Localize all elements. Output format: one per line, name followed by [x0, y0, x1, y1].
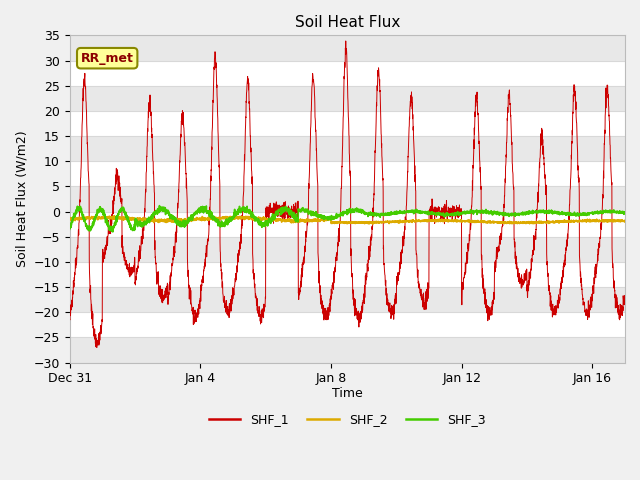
SHF_2 — [111, 213, 118, 218]
Bar — [70, 337, 625, 362]
SHF_2 — [303, 219, 310, 225]
X-axis label: Time: Time — [332, 387, 363, 400]
Bar — [70, 186, 625, 212]
SHF_1 — [66, 316, 74, 322]
SHF_1 — [129, 267, 137, 273]
SHF_2 — [621, 219, 629, 225]
SHF_1 — [93, 345, 100, 350]
SHF_3 — [109, 229, 116, 235]
Legend: SHF_1, SHF_2, SHF_3: SHF_1, SHF_2, SHF_3 — [204, 408, 491, 431]
SHF_1 — [342, 38, 349, 44]
SHF_2 — [66, 217, 74, 223]
SHF_1 — [551, 303, 559, 309]
SHF_3 — [66, 227, 74, 232]
SHF_1 — [611, 283, 618, 289]
Bar — [70, 136, 625, 161]
Bar — [70, 237, 625, 262]
Bar — [70, 287, 625, 312]
SHF_3 — [551, 208, 559, 214]
Y-axis label: Soil Heat Flux (W/m2): Soil Heat Flux (W/m2) — [15, 131, 28, 267]
SHF_2 — [611, 218, 618, 224]
Line: SHF_3: SHF_3 — [70, 205, 625, 232]
SHF_2 — [129, 215, 137, 221]
SHF_3 — [611, 209, 618, 215]
SHF_2 — [163, 220, 170, 226]
SHF_3 — [163, 209, 170, 215]
SHF_3 — [303, 206, 311, 212]
Bar — [70, 86, 625, 111]
SHF_1 — [621, 293, 629, 299]
SHF_2 — [365, 221, 373, 227]
Title: Soil Heat Flux: Soil Heat Flux — [294, 15, 400, 30]
Line: SHF_1: SHF_1 — [70, 41, 625, 348]
SHF_3 — [156, 203, 163, 208]
Bar — [70, 36, 625, 60]
SHF_3 — [129, 227, 137, 232]
SHF_3 — [621, 210, 629, 216]
SHF_1 — [279, 217, 287, 223]
Text: RR_met: RR_met — [81, 52, 134, 65]
SHF_2 — [551, 219, 559, 225]
Line: SHF_2: SHF_2 — [70, 216, 625, 224]
SHF_3 — [279, 207, 287, 213]
SHF_1 — [163, 285, 170, 291]
SHF_1 — [303, 228, 310, 234]
SHF_2 — [279, 216, 287, 222]
